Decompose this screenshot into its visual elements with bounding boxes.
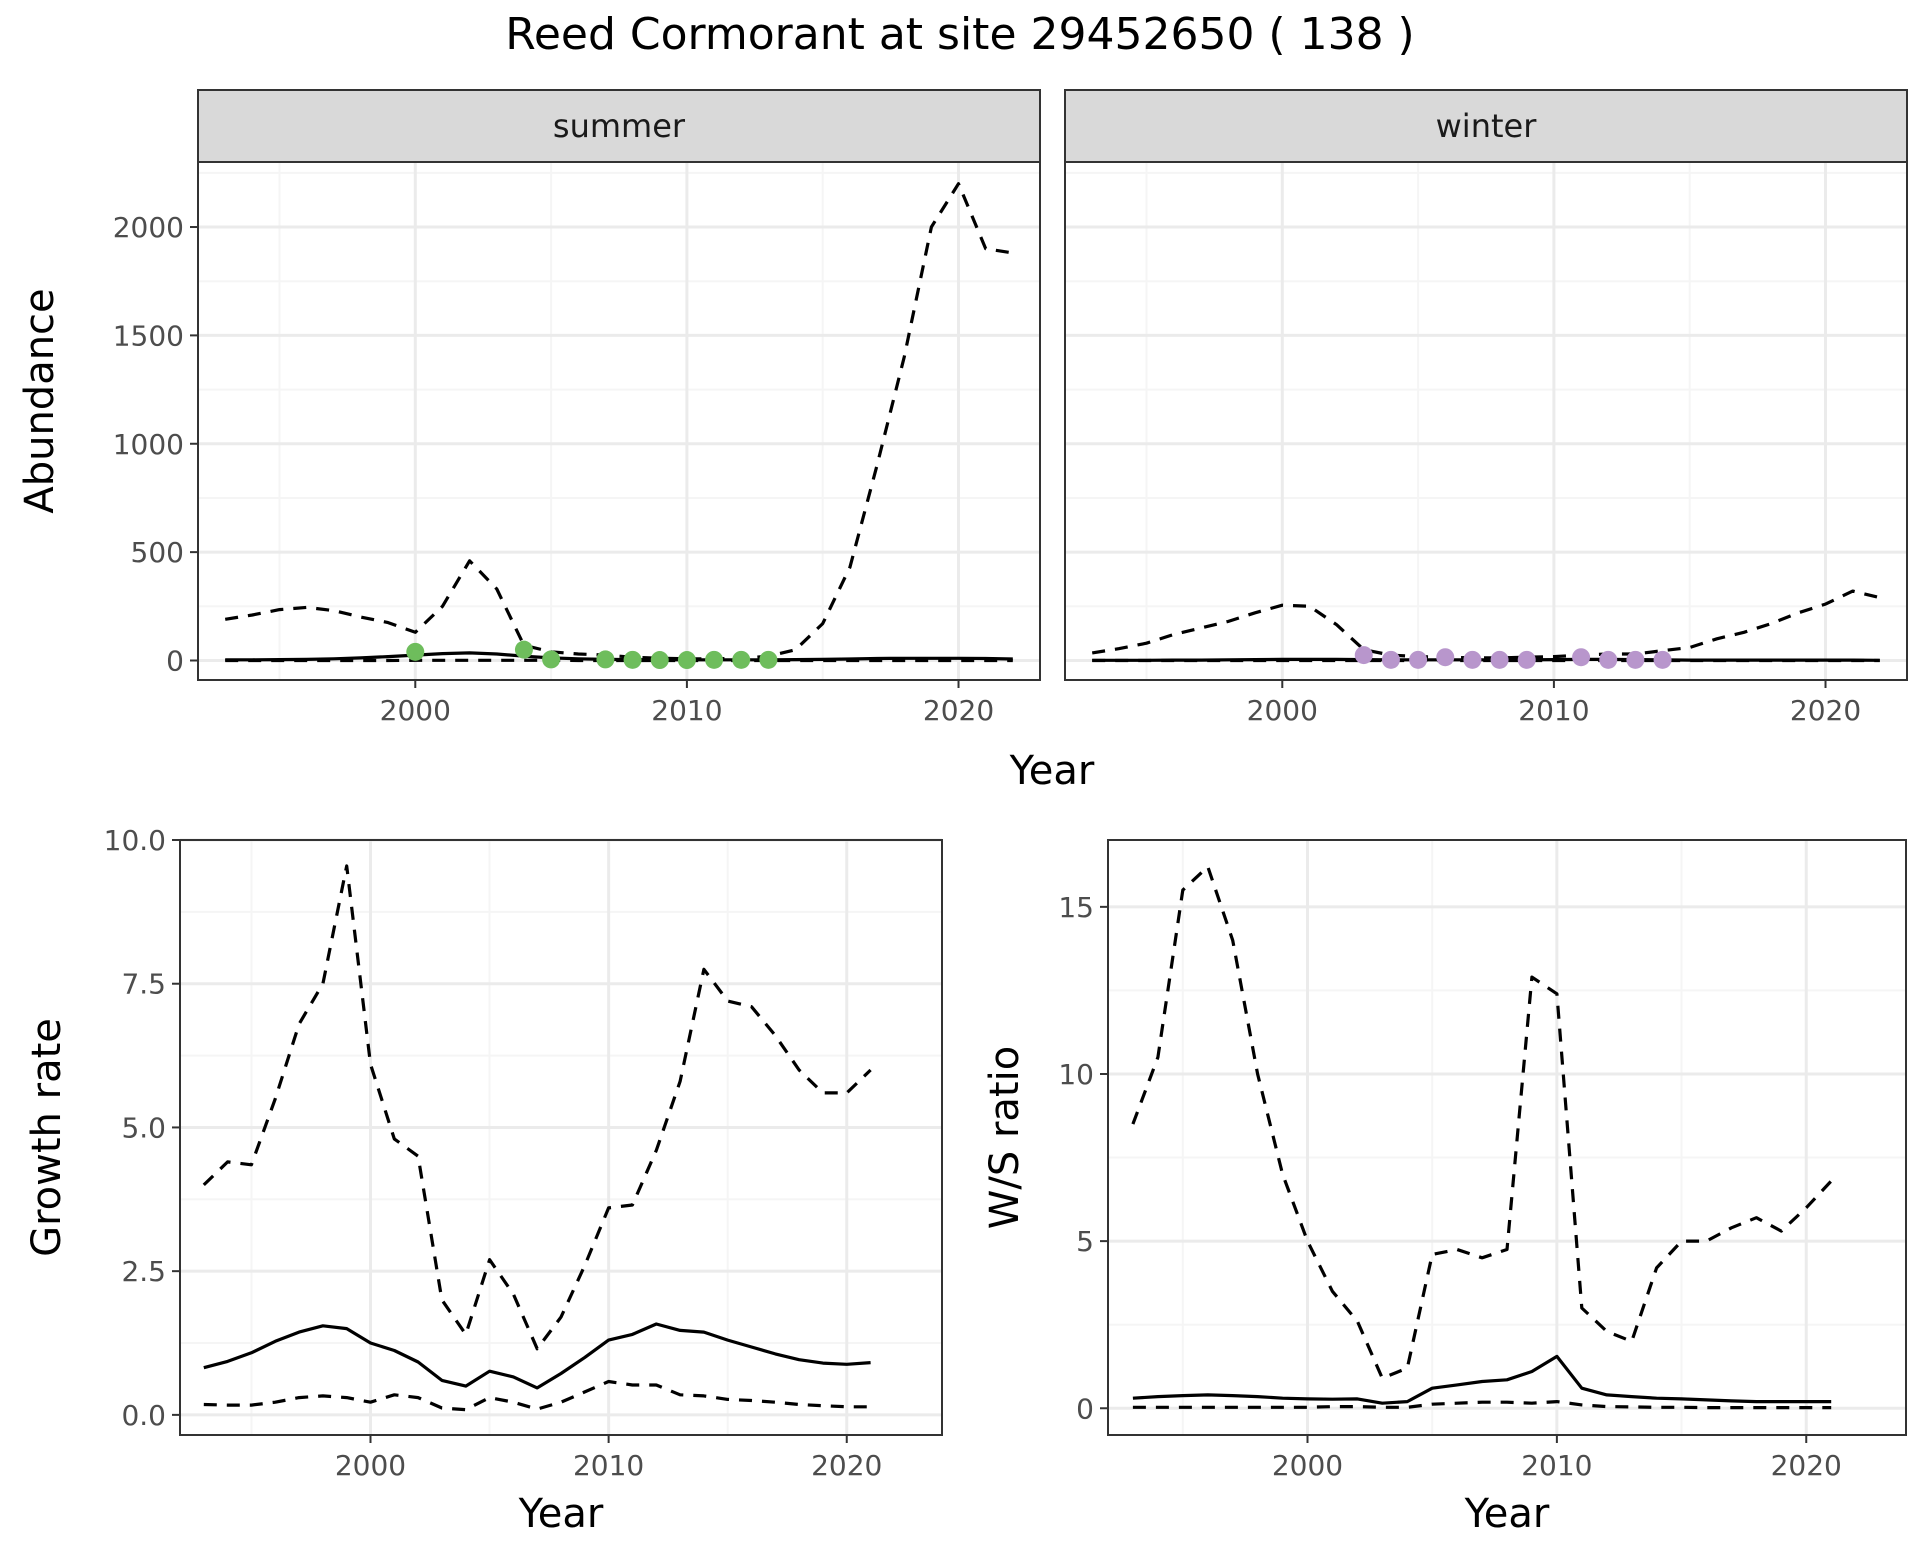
y-tick-label: 500	[131, 536, 184, 569]
x-tick-label: 2020	[811, 1449, 882, 1482]
y-tick-label: 15	[1058, 891, 1094, 924]
panel-ws-ratio: 2000 2010 2020 0 5 10 15 W/S ratio Year	[982, 839, 1907, 1537]
data-point	[1572, 648, 1591, 667]
figure-title: Reed Cormorant at site 29452650 ( 138 )	[505, 9, 1415, 60]
grid	[198, 162, 1040, 680]
series-line-mean	[225, 651, 1013, 662]
x-tick-label: 2010	[1518, 694, 1589, 727]
y-tick-label: 0	[166, 644, 184, 677]
series-line-bound-2	[203, 1379, 871, 1412]
y-axis-label: Growth rate	[24, 1018, 70, 1257]
y-tick-label: 0	[1076, 1392, 1094, 1425]
x-tick-label: 2020	[923, 694, 994, 727]
y-tick-label: 10.0	[104, 824, 166, 857]
panel-abundance-summer: summer 2000 2010 2020 0 500 1000 1500 2000 Abunda…	[17, 89, 1095, 794]
grid	[180, 838, 942, 1435]
series-line-bound-2	[1132, 1400, 1832, 1410]
data-point	[623, 650, 642, 669]
y-axis-label: W/S ratio	[982, 1046, 1028, 1229]
x-tick-label: 2000	[335, 1449, 406, 1482]
x-tick-label: 2000	[1247, 694, 1318, 727]
panel-abundance-winter: winter 2000 2010 2020	[1064, 89, 1908, 727]
x-tick-label: 2010	[651, 694, 722, 727]
panel-border	[1064, 161, 1908, 681]
data-point	[732, 650, 751, 669]
y-tick-label: 7.5	[121, 968, 166, 1001]
data-point	[1463, 650, 1482, 669]
data-point	[542, 650, 561, 669]
y-tick-label: 10	[1058, 1058, 1094, 1091]
y-tick-label: 1500	[113, 319, 184, 352]
series-line-bound-1	[224, 182, 1014, 661]
y-tick-label: 2.5	[121, 1255, 166, 1288]
grid	[1065, 162, 1907, 680]
data-point	[1653, 650, 1672, 669]
data-point	[406, 642, 425, 661]
data-point	[1599, 650, 1618, 669]
y-axis-label: Abundance	[17, 288, 63, 513]
data-point	[677, 651, 696, 670]
x-axis-label: Year	[518, 1491, 604, 1537]
grid	[1108, 840, 1906, 1435]
data-point	[705, 650, 724, 669]
data-point	[1436, 648, 1455, 667]
data-point	[1381, 650, 1400, 669]
data-point	[650, 651, 669, 670]
y-tick-label: 5.0	[121, 1111, 166, 1144]
x-tick-label: 2020	[1771, 1449, 1842, 1482]
y-tick-label: 2000	[113, 211, 184, 244]
data-point	[1626, 650, 1645, 669]
facet-strip	[1064, 89, 1908, 163]
x-tick-label: 2010	[1521, 1449, 1592, 1482]
facet-strip	[197, 89, 1041, 163]
x-tick-label: 2000	[1272, 1449, 1343, 1482]
y-tick-label: 1000	[113, 428, 184, 461]
panel-border	[179, 839, 943, 1436]
series-line-bound-1	[202, 864, 872, 1351]
data-point	[759, 650, 778, 669]
series-line-bound-1	[1131, 865, 1833, 1380]
panel-border	[197, 161, 1041, 681]
x-tick-label: 2020	[1790, 694, 1861, 727]
y-tick-label: 0.0	[121, 1399, 166, 1432]
x-tick-label: 2000	[380, 694, 451, 727]
data-point	[514, 640, 533, 659]
panel-growth-rate: 2000 2010 2020 0.0 2.5 5.0 7.5 10.0 Growth rate Y…	[24, 824, 943, 1537]
series-line-bound-1	[1091, 589, 1881, 660]
panel-border	[1107, 839, 1907, 1436]
data-point	[1517, 650, 1536, 669]
data-point	[596, 650, 615, 669]
y-tick-label: 5	[1076, 1225, 1094, 1258]
facet-strip-label: winter	[1436, 107, 1538, 145]
facet-strip-label: summer	[553, 107, 686, 145]
x-tick-label: 2010	[573, 1449, 644, 1482]
data-point	[1409, 650, 1428, 669]
x-axis-label: Year	[1009, 748, 1095, 794]
x-axis-label: Year	[1464, 1491, 1550, 1537]
data-point	[1490, 650, 1509, 669]
series-line-mean	[203, 1322, 871, 1390]
data-point	[1354, 646, 1373, 665]
series-line-mean	[1132, 1354, 1832, 1405]
